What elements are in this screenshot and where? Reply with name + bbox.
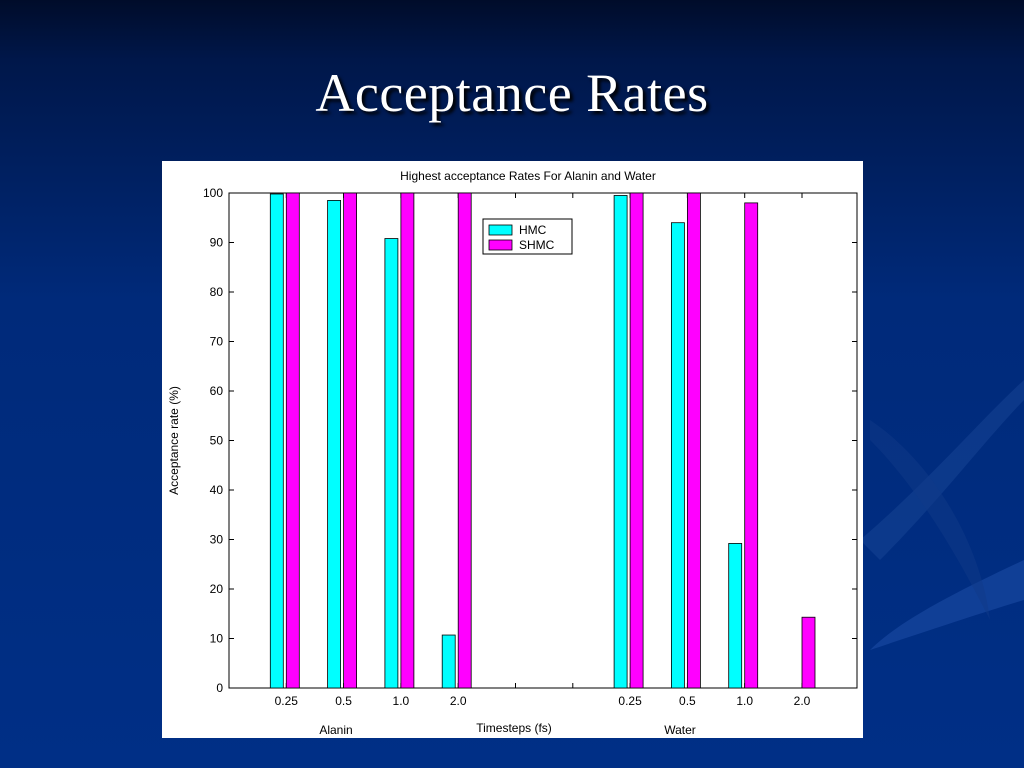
bar-shmc-1 — [343, 192, 358, 689]
legend-swatch-shmc — [488, 239, 513, 251]
x-tick-label: 0.5 — [679, 694, 696, 708]
bar-hmc-8 — [728, 543, 743, 689]
bar-chart: 0 10 20 30 40 50 60 70 80 90 100 0.25 0.5 1.0 2.0 0.25 0… — [167, 169, 858, 737]
bar-shmc-3 — [457, 192, 472, 689]
bar-hmc-7 — [670, 222, 685, 689]
x-tick-label: 1.0 — [736, 694, 753, 708]
x-tick-label: 0.25 — [618, 694, 642, 708]
x-tick-label: 0.5 — [335, 694, 352, 708]
y-tick-label: 90 — [210, 236, 224, 250]
group-label-water: Water — [664, 723, 696, 737]
bar-hmc-1 — [327, 200, 342, 689]
y-tick-label: 30 — [210, 533, 224, 547]
bar-hmc-0 — [269, 193, 284, 689]
x-tick-label: 2.0 — [794, 694, 811, 708]
chart-title: Highest acceptance Rates For Alanin and … — [400, 169, 656, 183]
y-tick-label: 50 — [210, 434, 224, 448]
legend-label-hmc: HMC — [519, 223, 547, 237]
x-tick-label: 1.0 — [393, 694, 410, 708]
slide-title: Acceptance Rates — [315, 63, 709, 123]
bar-hmc-2 — [384, 238, 399, 689]
bar-shmc-2 — [400, 192, 415, 689]
legend-swatch-hmc — [488, 224, 513, 236]
y-tick-label: 10 — [210, 632, 224, 646]
y-tick-label: 80 — [210, 285, 224, 299]
bar-shmc-9 — [801, 616, 816, 689]
y-tick-label: 20 — [210, 582, 224, 596]
y-tick-label: 0 — [216, 681, 223, 695]
x-tick-label: 0.25 — [275, 694, 299, 708]
y-tick-label: 100 — [203, 186, 223, 200]
plot-frame — [228, 192, 858, 689]
bar-shmc-6 — [629, 192, 644, 689]
x-tick-label: 2.0 — [450, 694, 467, 708]
bar-shmc-0 — [285, 192, 300, 689]
y-tick-label: 60 — [210, 384, 224, 398]
bar-shmc-8 — [744, 202, 759, 689]
legend-label-shmc: SHMC — [519, 238, 555, 252]
chart-figure: 0 10 20 30 40 50 60 70 80 90 100 0.25 0.5 1.0 2.0 0.25 0… — [162, 161, 863, 738]
group-label-alanin: Alanin — [319, 723, 352, 737]
y-axis-label: Acceptance rate (%) — [167, 386, 181, 495]
y-tick-label: 40 — [210, 483, 224, 497]
bar-shmc-7 — [687, 192, 701, 689]
bar-hmc-6 — [613, 195, 628, 689]
x-axis-label: Timesteps (fs) — [476, 721, 552, 735]
bar-hmc-3 — [441, 634, 456, 689]
y-tick-label: 70 — [210, 335, 224, 349]
